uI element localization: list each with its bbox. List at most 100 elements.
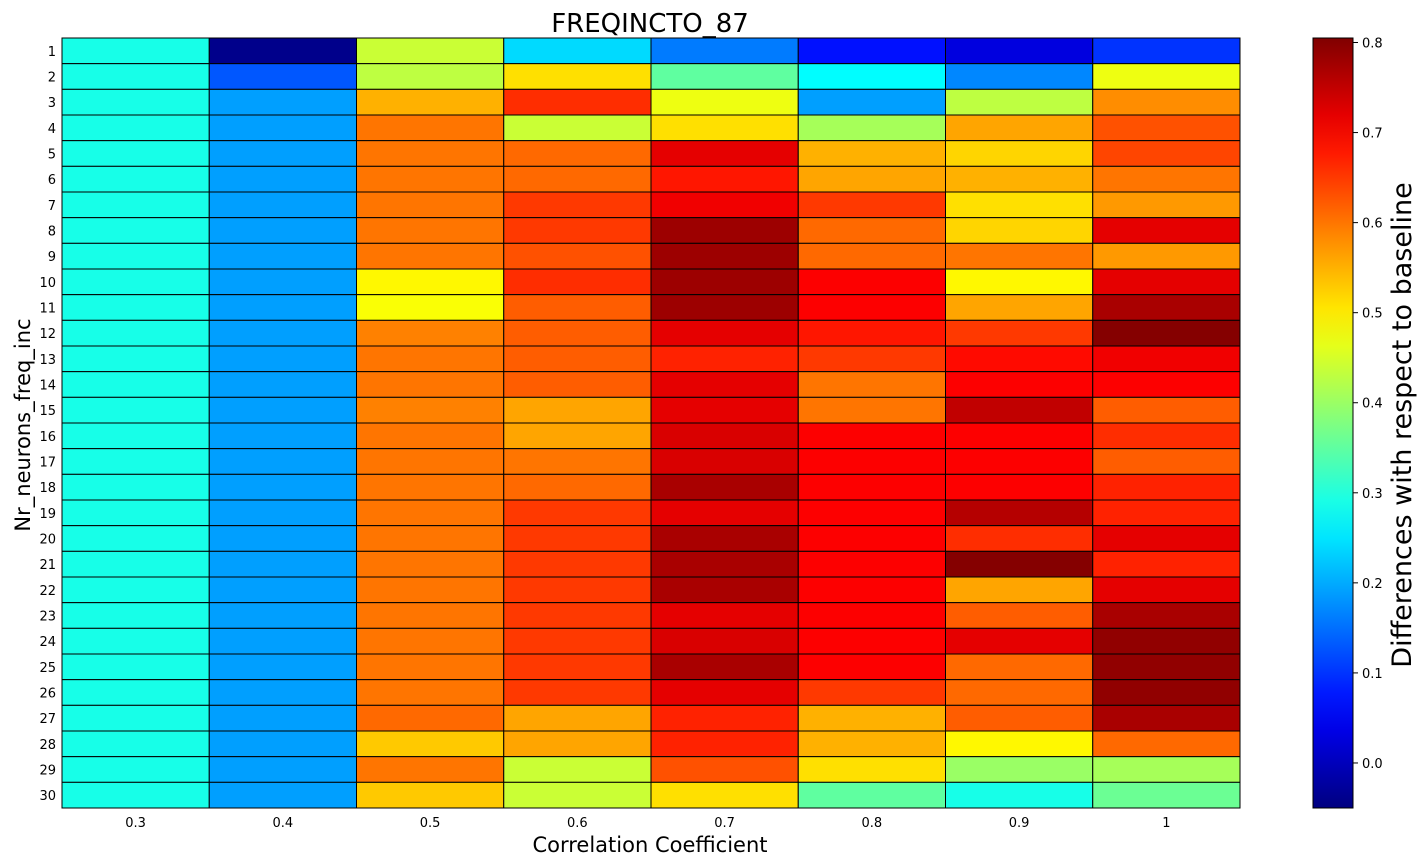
heatmap-cell: [61, 576, 210, 604]
heatmap-cell: [356, 781, 505, 809]
heatmap-cell: [945, 37, 1094, 65]
heatmap-cell: [945, 294, 1094, 321]
heatmap-cell: [945, 499, 1094, 527]
colorbar: [1312, 37, 1354, 809]
heatmap-cell: [208, 191, 357, 219]
heatmap-cell: [797, 242, 946, 270]
heatmap-cell: [797, 704, 946, 732]
heatmap-cell: [797, 396, 946, 424]
heatmap-cell: [797, 345, 946, 373]
y-tick-label: 2: [48, 71, 56, 86]
heatmap-cell: [797, 627, 946, 655]
y-tick-label: 16: [39, 430, 56, 445]
heatmap-cell: [503, 576, 652, 604]
heatmap-cell: [1092, 191, 1241, 219]
heatmap-cell: [503, 242, 652, 270]
heatmap-cell: [356, 422, 505, 450]
heatmap-cell: [503, 268, 652, 296]
heatmap-cell: [650, 576, 799, 604]
heatmap-cell: [503, 499, 652, 527]
heatmap-cell: [503, 37, 652, 65]
heatmap-cell: [650, 191, 799, 219]
heatmap-cell: [61, 371, 210, 398]
heatmap-cell: [356, 704, 505, 732]
heatmap-cell: [208, 422, 357, 450]
heatmap-cell: [356, 217, 505, 244]
heatmap-cell: [650, 88, 799, 116]
heatmap-cell: [1092, 679, 1241, 706]
heatmap-cell: [650, 525, 799, 552]
heatmap-cell: [503, 679, 652, 706]
heatmap-cell: [945, 525, 1094, 552]
x-tick-labels: 0.3 0.4 0.5 0.6 0.7 0.8 0.9 1: [125, 816, 1170, 831]
heatmap-cell: [650, 242, 799, 270]
x-tick-label: 0.5: [420, 816, 441, 831]
heatmap-cell: [1092, 576, 1241, 604]
y-tick-label: 4: [48, 122, 56, 137]
y-tick-label: 3: [48, 96, 56, 111]
heatmap-cell: [945, 114, 1094, 142]
heatmap-cell: [650, 473, 799, 501]
heatmap-cell: [208, 525, 357, 552]
heatmap-cell: [356, 576, 505, 604]
heatmap-cell: [61, 602, 210, 629]
heatmap-cell: [208, 448, 357, 475]
heatmap-cell: [208, 653, 357, 681]
heatmap-cell: [945, 371, 1094, 398]
heatmap-cell: [356, 627, 505, 655]
heatmap-cell: [650, 345, 799, 373]
colorbar-tick-label: 0.8: [1362, 37, 1383, 52]
heatmap-cell: [945, 627, 1094, 655]
colorbar-tick-label: 0.3: [1362, 487, 1383, 502]
heatmap-cell: [650, 679, 799, 706]
heatmap-cell: [797, 576, 946, 604]
heatmap-cell: [208, 345, 357, 373]
heatmap-cell: [1092, 88, 1241, 116]
heatmap-cell: [797, 499, 946, 527]
y-tick-label: 23: [39, 610, 56, 625]
heatmap-cell: [356, 268, 505, 296]
colorbar-tick-label: 0.0: [1362, 757, 1383, 772]
x-tick-label: 0.8: [862, 816, 883, 831]
heatmap-cell: [61, 268, 210, 296]
heatmap-cell: [503, 88, 652, 116]
heatmap-cell: [650, 140, 799, 167]
heatmap-cell: [503, 473, 652, 501]
heatmap-cell: [1092, 499, 1241, 527]
heatmap-cell: [797, 165, 946, 193]
heatmap-cell: [208, 88, 357, 116]
y-tick-label: 26: [39, 687, 56, 702]
heatmap-cell: [61, 781, 210, 809]
heatmap-cell: [797, 114, 946, 142]
heatmap-cell: [1092, 114, 1241, 142]
heatmap-cell: [797, 191, 946, 219]
heatmap-cell: [61, 114, 210, 142]
y-tick-label: 19: [39, 507, 56, 522]
heatmap-cell: [1092, 448, 1241, 475]
heatmap-cell: [650, 550, 799, 578]
heatmap-cell: [945, 704, 1094, 732]
heatmap-cell: [61, 37, 210, 65]
heatmap-cell: [503, 140, 652, 167]
heatmap-cell: [208, 371, 357, 398]
y-tick-label: 27: [39, 712, 56, 727]
heatmap-cell: [797, 756, 946, 783]
heatmap-cell: [61, 653, 210, 681]
heatmap-cell: [650, 627, 799, 655]
heatmap-cell: [797, 319, 946, 347]
heatmap-cell: [356, 37, 505, 65]
heatmap-cell: [797, 37, 946, 65]
heatmap-cell: [650, 165, 799, 193]
heatmap-cell: [503, 730, 652, 758]
heatmap-cell: [1092, 704, 1241, 732]
heatmap-cell: [208, 756, 357, 783]
heatmap-cell: [503, 781, 652, 809]
heatmap-cell: [1092, 217, 1241, 244]
heatmap-cell: [945, 165, 1094, 193]
heatmap-cell: [650, 730, 799, 758]
heatmap-cell: [650, 63, 799, 90]
y-tick-label: 5: [48, 148, 56, 163]
heatmap-cell: [356, 396, 505, 424]
colorbar-tick-label: 0.5: [1362, 307, 1383, 322]
